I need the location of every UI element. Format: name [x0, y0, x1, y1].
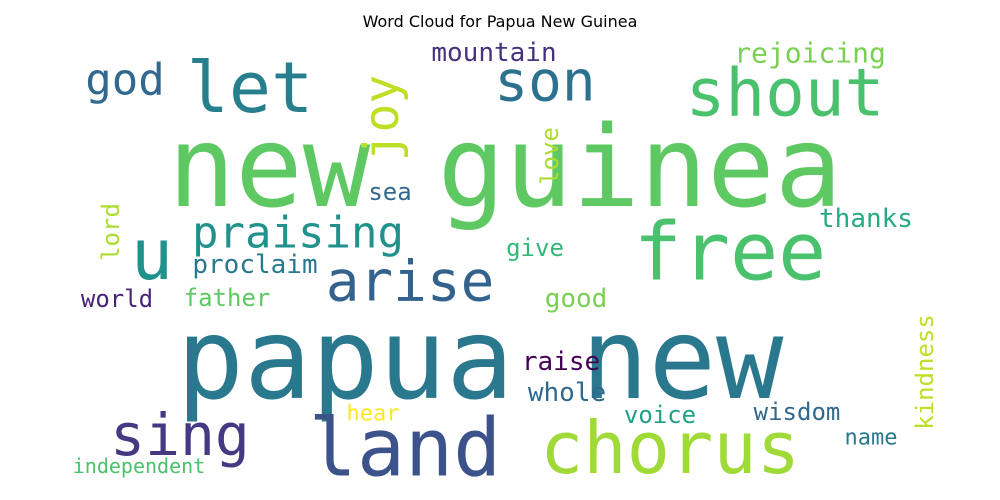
chart-title: Word Cloud for Papua New Guinea: [362, 12, 638, 31]
word-praising: praising: [192, 208, 404, 259]
word-shout: shout: [686, 55, 885, 132]
word-sing: sing: [110, 401, 250, 469]
word-chorus: chorus: [540, 406, 800, 490]
word-father: father: [184, 284, 271, 312]
word-raise: raise: [522, 347, 600, 377]
word-love: love: [536, 127, 564, 185]
word-sea: sea: [368, 178, 411, 206]
word-lord: lord: [97, 203, 125, 261]
word-let: let: [187, 47, 313, 129]
word-proclaim: proclaim: [192, 250, 317, 280]
word-whole: whole: [528, 378, 606, 408]
word-hear: hear: [347, 402, 400, 427]
word-world: world: [81, 285, 153, 313]
word-arise: arise: [326, 250, 495, 315]
word-papua-new: papua new: [177, 295, 784, 425]
word-voice: voice: [624, 401, 696, 429]
word-joy: joy: [354, 75, 410, 162]
word-free: free: [634, 206, 827, 299]
word-u: u: [131, 214, 173, 296]
word-rejoicing: rejoicing: [734, 37, 886, 70]
word-name: name: [845, 426, 898, 451]
word-mountain: mountain: [431, 38, 556, 68]
word-thanks: thanks: [819, 204, 913, 234]
word-give: give: [506, 234, 564, 262]
word-independent: independent: [73, 454, 205, 478]
word-new-guinea: new guinea: [168, 103, 842, 233]
word-good: good: [545, 284, 608, 314]
word-wisdom: wisdom: [754, 398, 841, 426]
word-land: land: [309, 402, 502, 495]
word-son: son: [494, 50, 595, 115]
word-god: god: [85, 55, 164, 106]
word-kindness: kindness: [911, 314, 939, 430]
